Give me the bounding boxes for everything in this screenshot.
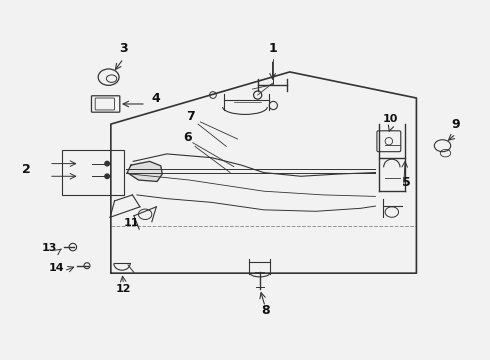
Circle shape [105,161,109,166]
Text: 10: 10 [383,114,398,124]
Text: 14: 14 [49,263,64,273]
Text: 8: 8 [261,304,270,317]
Text: 1: 1 [268,42,277,55]
Text: 3: 3 [119,42,128,55]
Circle shape [105,174,109,179]
Text: 5: 5 [402,176,411,189]
Text: 7: 7 [186,111,195,123]
Text: 4: 4 [151,92,160,105]
Text: 9: 9 [452,118,460,131]
Text: 12: 12 [116,284,131,294]
Polygon shape [127,161,162,181]
Text: 2: 2 [22,163,31,176]
Text: 13: 13 [41,243,57,253]
Text: 11: 11 [123,218,139,228]
Bar [62,150,123,195]
Text: 6: 6 [183,131,192,144]
